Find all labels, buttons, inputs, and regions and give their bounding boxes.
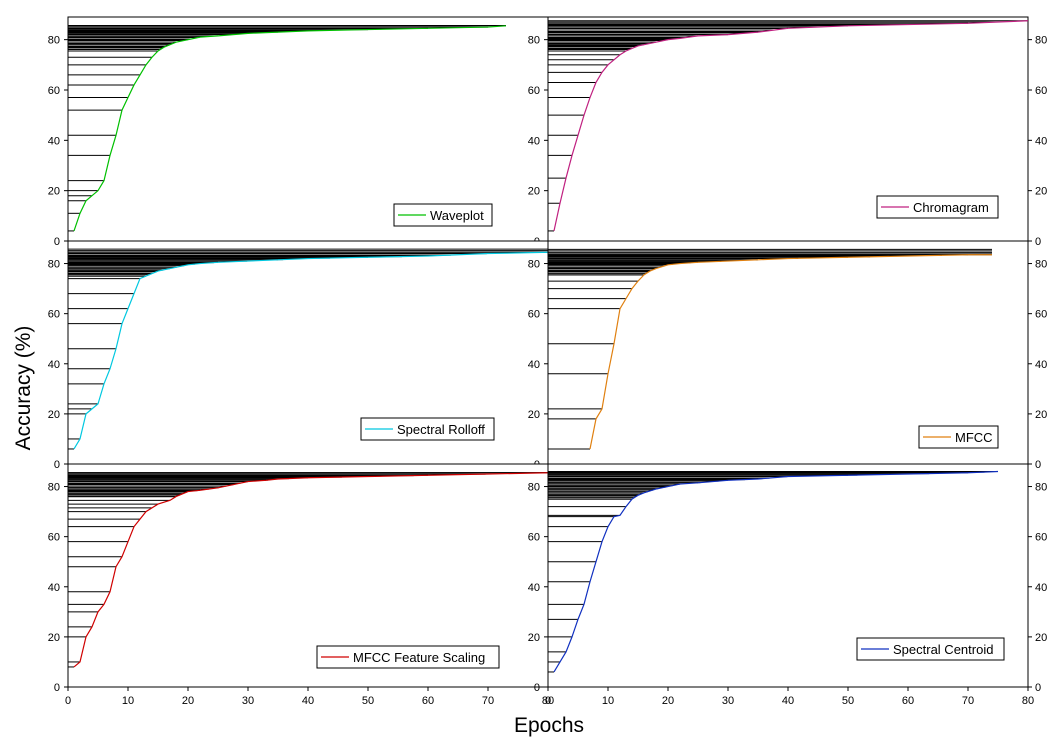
y-tick-label-right: 40: [1035, 359, 1047, 371]
x-tick-label: 70: [482, 695, 494, 707]
y-tick-label: 20: [48, 409, 60, 421]
x-tick-label: 80: [542, 695, 554, 707]
y-tick-label: 40: [528, 582, 540, 594]
x-tick-label: 80: [1022, 695, 1034, 707]
series-line-2: [553, 20, 1029, 232]
legend-label: Chromagram: [913, 200, 989, 215]
panel-4: 020406080020406080MFCC: [528, 240, 1047, 471]
y-tick-label: 0: [54, 682, 60, 694]
x-tick-label: 70: [962, 695, 974, 707]
x-tick-label: 20: [182, 695, 194, 707]
y-tick-label: 20: [48, 186, 60, 198]
y-tick-label: 60: [528, 85, 540, 97]
y-tick-label-right: 40: [1035, 582, 1047, 594]
y-tick-label-right: 0: [1035, 459, 1041, 471]
series-line-1: [73, 25, 507, 232]
x-tick-label: 30: [242, 695, 254, 707]
y-tick-label: 40: [48, 135, 60, 147]
y-tick-label-right: 20: [1035, 409, 1047, 421]
y-tick-label: 40: [48, 582, 60, 594]
y-tick-label-right: 20: [1035, 632, 1047, 644]
y-tick-label: 60: [48, 85, 60, 97]
y-tick-label: 20: [48, 632, 60, 644]
x-tick-label: 20: [662, 695, 674, 707]
x-tick-label: 50: [842, 695, 854, 707]
legend-label: Spectral Rolloff: [397, 422, 485, 437]
x-tick-label: 40: [782, 695, 794, 707]
y-tick-label-right: 80: [1035, 35, 1047, 47]
legend-box: [918, 425, 999, 449]
y-tick-label: 80: [528, 482, 540, 494]
x-tick-label: 0: [65, 695, 71, 707]
y-tick-label: 80: [48, 35, 60, 47]
y-tick-label: 60: [528, 532, 540, 544]
series-line-4: [589, 254, 992, 450]
y-tick-label: 0: [54, 459, 60, 471]
panel-3: 0 20 40 60 80 Spectral Rolloff: [48, 240, 549, 471]
y-tick-label-right: 80: [1035, 259, 1047, 271]
legend-label: MFCC Feature Scaling: [353, 650, 485, 665]
x-tick-label: 0: [545, 695, 551, 707]
panel-1: 0 20 40 60 80 Waveplot: [48, 16, 549, 248]
y-tick-label: 80: [48, 482, 60, 494]
y-tick-label: 0: [54, 236, 60, 248]
series-line-5: [73, 472, 549, 668]
y-tick-label-right: 60: [1035, 309, 1047, 321]
legend-box: [393, 203, 493, 227]
legend-label: Spectral Centroid: [893, 642, 993, 657]
y-tick-label: 80: [48, 259, 60, 271]
y-tick-label-right: 80: [1035, 482, 1047, 494]
y-tick-label: 20: [528, 632, 540, 644]
y-tick-label: 80: [528, 35, 540, 47]
x-tick-label: 50: [362, 695, 374, 707]
legend-box: [856, 637, 1005, 661]
panels-layer: 020406080Waveplot020406080020406080Chrom…: [48, 16, 1047, 707]
y-tick-label: 20: [528, 409, 540, 421]
x-tick-label: 10: [122, 695, 134, 707]
y-tick-label: 60: [528, 309, 540, 321]
x-tick-label: 40: [302, 695, 314, 707]
x-tick-label: 60: [902, 695, 914, 707]
panel-2: 020406080020406080Chromagram: [528, 16, 1047, 248]
x-tick-label: 30: [722, 695, 734, 707]
y-tick-label-right: 20: [1035, 186, 1047, 198]
y-tick-label-right: 40: [1035, 135, 1047, 147]
legend-label: MFCC: [955, 430, 993, 445]
series-line-3: [73, 251, 549, 450]
x-tick-label: 10: [602, 695, 614, 707]
y-tick-label: 60: [48, 532, 60, 544]
y-tick-label: 40: [48, 359, 60, 371]
y-tick-label: 80: [528, 259, 540, 271]
y-tick-label-right: 60: [1035, 532, 1047, 544]
x-axis-title: Epochs: [514, 714, 584, 737]
y-tick-label-right: 60: [1035, 85, 1047, 97]
legend-box: [360, 417, 495, 441]
y-tick-label-right: 0: [1035, 236, 1041, 248]
legend-label: Waveplot: [430, 208, 484, 223]
legend-box: [316, 645, 500, 669]
legend-box: [876, 195, 999, 219]
x-tick-label: 60: [422, 695, 434, 707]
y-tick-label: 60: [48, 309, 60, 321]
y-tick-label: 40: [528, 135, 540, 147]
y-tick-label: 20: [528, 186, 540, 198]
y-tick-label-right: 0: [1035, 682, 1041, 694]
series-line-6: [553, 470, 999, 673]
y-axis-title: Accuracy (%): [12, 326, 35, 451]
y-tick-label: 0: [534, 682, 540, 694]
y-tick-label: 40: [528, 359, 540, 371]
